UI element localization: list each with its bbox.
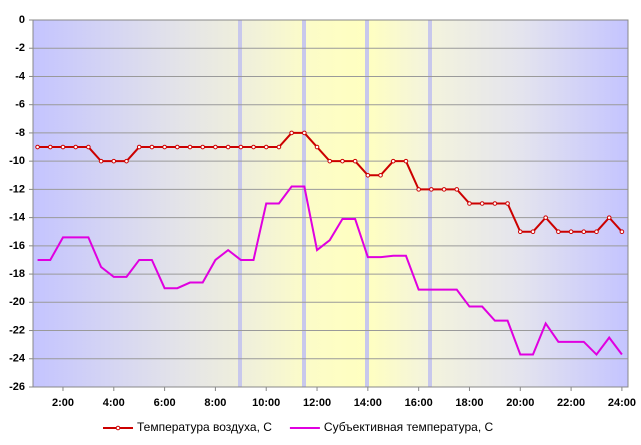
point (213, 144, 218, 150)
y-tick-label: -22 (9, 324, 25, 336)
point (340, 158, 345, 164)
point (187, 144, 193, 150)
y-tick-label: -4 (15, 70, 26, 82)
point (35, 144, 40, 150)
legend-marker (115, 425, 121, 431)
y-tick-label: 0 (19, 14, 25, 26)
point (263, 144, 269, 150)
point (276, 144, 282, 150)
point (467, 201, 472, 206)
point (479, 201, 485, 206)
point (86, 144, 91, 150)
point (530, 229, 536, 235)
plot-background (33, 20, 628, 387)
y-tick-label: -6 (15, 99, 25, 111)
point (136, 144, 142, 150)
point (352, 158, 358, 164)
point (568, 229, 574, 235)
x-tick-label: 24:00 (608, 397, 636, 409)
point (302, 130, 307, 136)
x-tick-label: 8:00 (204, 397, 226, 409)
point (365, 172, 371, 178)
point (378, 172, 383, 178)
x-tick-label: 12:00 (303, 397, 331, 409)
point (581, 229, 587, 235)
point (314, 144, 320, 150)
legend-label: Температура воздуха, С (137, 420, 272, 434)
point (98, 158, 104, 164)
point (175, 144, 180, 150)
point (327, 158, 333, 164)
point (162, 144, 167, 150)
y-tick-label: -2 (15, 42, 25, 54)
y-tick-label: -20 (9, 296, 25, 308)
point (200, 144, 206, 150)
x-tick-label: 2:00 (52, 397, 74, 409)
y-tick-label: -12 (9, 183, 25, 195)
point (289, 130, 294, 136)
point (454, 187, 460, 192)
point (47, 144, 53, 150)
x-tick-label: 16:00 (405, 397, 433, 409)
y-tick-label: -24 (9, 353, 26, 365)
point (517, 229, 523, 235)
day-markers (238, 20, 432, 387)
x-tick-label: 10:00 (252, 397, 280, 409)
x-tick-label: 6:00 (154, 397, 176, 409)
point (556, 229, 561, 235)
point (429, 187, 434, 192)
x-tick-label: 4:00 (103, 397, 125, 409)
point (441, 187, 447, 192)
x-tick-label: 22:00 (557, 397, 585, 409)
point (225, 144, 231, 150)
legend-label: Субъективная температура, С (324, 420, 494, 434)
point (403, 158, 409, 164)
point (606, 215, 612, 220)
point (543, 215, 548, 220)
y-tick-label: -8 (15, 127, 25, 139)
point (390, 158, 396, 164)
point (111, 158, 117, 164)
x-tick-label: 20:00 (506, 397, 534, 409)
point (73, 144, 78, 150)
x-tick-label: 14:00 (354, 397, 382, 409)
point (594, 229, 599, 235)
point (416, 187, 421, 192)
point (492, 201, 498, 206)
plot-border (32, 19, 629, 388)
y-tick-label: -26 (9, 381, 25, 393)
point (238, 144, 244, 150)
point (619, 229, 625, 235)
point (149, 144, 155, 150)
point (60, 144, 66, 150)
y-tick-label: -16 (9, 240, 25, 252)
x-tick-label: 18:00 (455, 397, 483, 409)
y-tick-label: -18 (9, 268, 25, 280)
y-tick-label: -10 (9, 155, 25, 167)
series-line (37, 185, 623, 357)
point (251, 144, 256, 150)
y-tick-label: -14 (9, 212, 26, 224)
point (505, 201, 510, 206)
point (124, 158, 129, 164)
